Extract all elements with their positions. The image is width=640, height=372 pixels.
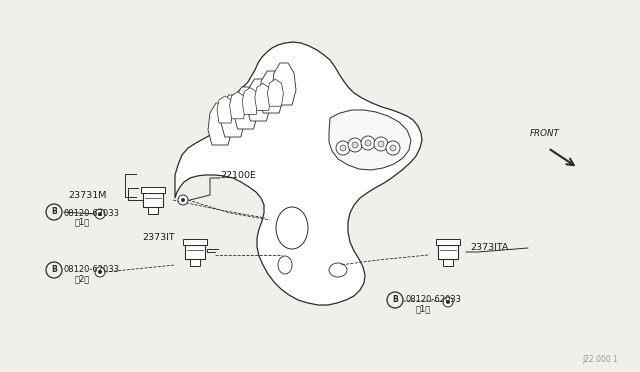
Circle shape xyxy=(390,145,396,151)
Polygon shape xyxy=(190,259,200,266)
Ellipse shape xyxy=(329,263,347,277)
Text: 08120-62033: 08120-62033 xyxy=(63,208,119,218)
Circle shape xyxy=(374,137,388,151)
Polygon shape xyxy=(438,245,458,259)
Circle shape xyxy=(46,262,62,278)
Polygon shape xyxy=(141,187,165,193)
Polygon shape xyxy=(183,240,207,245)
Circle shape xyxy=(387,292,403,308)
Text: J22.000 1: J22.000 1 xyxy=(582,356,618,365)
Polygon shape xyxy=(230,92,246,119)
Polygon shape xyxy=(242,87,258,115)
Circle shape xyxy=(378,141,384,147)
Text: 2373lT: 2373lT xyxy=(142,232,175,241)
Circle shape xyxy=(352,142,358,148)
Circle shape xyxy=(336,141,350,155)
Text: （2）: （2） xyxy=(75,275,90,283)
Circle shape xyxy=(340,145,346,151)
Text: 22100E: 22100E xyxy=(220,170,256,180)
Circle shape xyxy=(178,195,188,205)
Text: （1）: （1） xyxy=(416,305,431,314)
Polygon shape xyxy=(208,103,232,145)
Polygon shape xyxy=(246,79,270,121)
Text: B: B xyxy=(51,208,57,217)
Polygon shape xyxy=(259,71,283,113)
Polygon shape xyxy=(255,83,271,110)
Circle shape xyxy=(99,270,102,274)
Circle shape xyxy=(348,138,362,152)
Text: 08120-62033: 08120-62033 xyxy=(405,295,461,305)
Circle shape xyxy=(46,204,62,220)
Polygon shape xyxy=(221,95,245,137)
Polygon shape xyxy=(185,245,205,259)
Polygon shape xyxy=(268,79,284,106)
Ellipse shape xyxy=(276,207,308,249)
Text: 2373lTA: 2373lTA xyxy=(470,244,508,253)
Text: FRONT: FRONT xyxy=(530,129,560,138)
Polygon shape xyxy=(272,63,296,105)
Text: （1）: （1） xyxy=(75,218,90,227)
Polygon shape xyxy=(329,110,411,170)
Text: 08120-62033: 08120-62033 xyxy=(63,266,119,275)
Circle shape xyxy=(446,300,450,304)
Text: B: B xyxy=(392,295,398,305)
Polygon shape xyxy=(234,87,258,129)
Ellipse shape xyxy=(278,256,292,274)
Text: B: B xyxy=(51,266,57,275)
Circle shape xyxy=(95,267,105,277)
Circle shape xyxy=(99,212,102,216)
Text: 23731M: 23731M xyxy=(68,192,106,201)
Polygon shape xyxy=(175,42,422,305)
Polygon shape xyxy=(148,207,158,214)
Circle shape xyxy=(361,136,375,150)
Polygon shape xyxy=(436,240,460,245)
Circle shape xyxy=(365,140,371,146)
Circle shape xyxy=(95,209,105,219)
Polygon shape xyxy=(443,259,453,266)
Circle shape xyxy=(181,198,185,202)
Polygon shape xyxy=(143,193,163,207)
Circle shape xyxy=(443,297,453,307)
Polygon shape xyxy=(217,96,233,123)
Circle shape xyxy=(386,141,400,155)
